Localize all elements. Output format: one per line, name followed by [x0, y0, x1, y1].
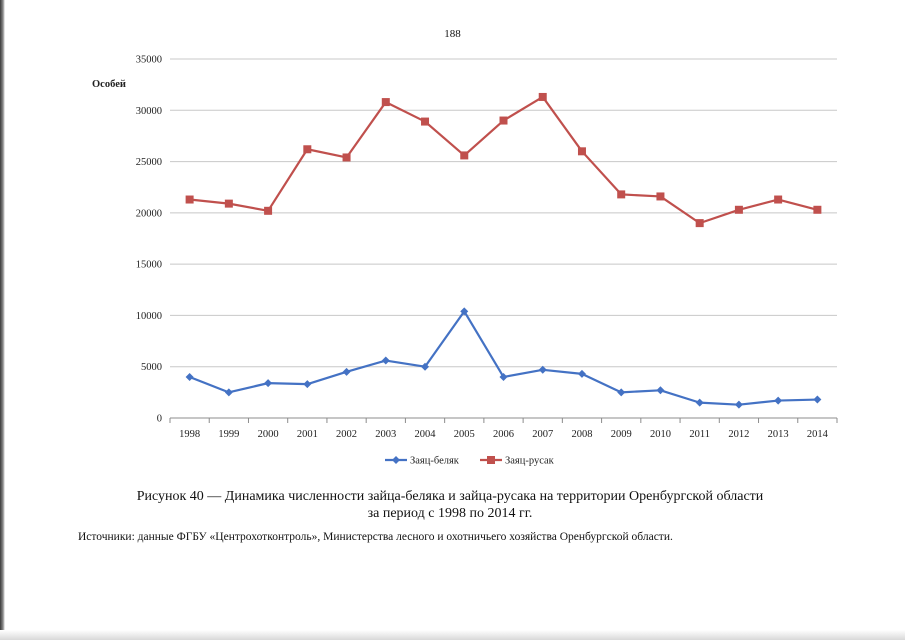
data-point-diamond: [381, 356, 390, 365]
x-tick-label: 2008: [571, 429, 592, 440]
x-tick-label: 2005: [454, 429, 475, 440]
data-point-diamond: [774, 396, 783, 405]
y-tick-label: 25000: [136, 157, 162, 168]
data-point-square: [421, 117, 430, 126]
data-point-square: [185, 195, 194, 204]
figure-caption: Рисунок 40 — Динамика численности зайца-…: [60, 488, 840, 522]
x-tick-label: 1999: [218, 429, 239, 440]
data-point-square: [734, 205, 743, 214]
x-tick-label: 1998: [179, 429, 200, 440]
data-point-square: [381, 98, 390, 107]
data-point-square: [577, 147, 586, 156]
data-point-diamond: [342, 367, 351, 376]
data-point-diamond: [734, 400, 743, 409]
x-tick-label: 2000: [258, 429, 279, 440]
data-point-square: [460, 151, 469, 160]
data-point-diamond: [499, 372, 508, 381]
data-point-square: [264, 206, 273, 215]
x-tick-label: 2014: [807, 429, 829, 440]
y-tick-label: 30000: [136, 106, 162, 117]
x-tick-label: 2009: [611, 429, 632, 440]
series-line: [189, 310, 818, 406]
data-point-diamond: [421, 362, 430, 371]
data-point-square: [695, 219, 704, 228]
x-tick-label: 2002: [336, 429, 357, 440]
page-edge-shadow: [0, 0, 5, 640]
data-point-square: [499, 116, 508, 125]
caption-line-2: за период с 1998 по 2014 гг.: [367, 506, 533, 521]
data-point-square: [342, 153, 351, 162]
x-tick-label: 2010: [650, 429, 671, 440]
x-tick-label: 2012: [728, 429, 749, 440]
data-point-diamond: [695, 398, 704, 407]
data-point-square: [303, 145, 312, 154]
data-point-square: [813, 205, 822, 214]
data-point-diamond: [185, 372, 194, 381]
series-line: [189, 95, 818, 225]
legend-marker-diamond: [392, 456, 400, 464]
x-tick-label: 2007: [532, 429, 553, 440]
y-axis-label: Особей: [92, 79, 126, 90]
x-tick-label: 2006: [493, 429, 514, 440]
x-tick-label: 2003: [375, 429, 396, 440]
x-tick-label: 2011: [689, 429, 710, 440]
data-point-square: [224, 199, 233, 208]
legend-label: Заяц-русак: [505, 456, 555, 467]
x-tick-label: 2001: [297, 429, 318, 440]
data-point-diamond: [813, 395, 822, 404]
data-point-diamond: [303, 380, 312, 389]
line-chart: 0 5000 10000 15000 20000 25000 30000 35000 1998 1…: [92, 55, 838, 467]
data-point-square: [774, 195, 783, 204]
y-tick-label: 20000: [136, 208, 162, 219]
y-tick-label: 15000: [136, 260, 162, 271]
data-point-diamond: [538, 365, 547, 374]
source-note: Источники: данные ФГБУ «Центрохотконтрол…: [78, 531, 673, 543]
y-tick-label: 0: [157, 414, 162, 425]
legend-marker-square: [487, 456, 495, 464]
y-tick-label: 10000: [136, 311, 162, 322]
data-point-square: [538, 92, 547, 101]
data-point-diamond: [617, 388, 626, 397]
legend-label: Заяц-беляк: [410, 456, 460, 467]
page-number: 188: [444, 28, 461, 40]
data-point-square: [617, 190, 626, 199]
caption-line-1: Рисунок 40 — Динамика численности зайца-…: [136, 489, 764, 504]
x-tick-label: 2004: [415, 429, 437, 440]
data-point-diamond: [577, 369, 586, 378]
data-point-diamond: [460, 307, 469, 316]
data-point-diamond: [224, 388, 233, 397]
y-tick-label: 35000: [136, 55, 162, 66]
data-point-diamond: [264, 379, 273, 388]
page-bottom-shadow: [0, 630, 905, 640]
data-point-square: [656, 192, 665, 201]
data-point-diamond: [656, 386, 665, 395]
y-tick-label: 5000: [141, 362, 162, 373]
x-tick-label: 2013: [768, 429, 789, 440]
